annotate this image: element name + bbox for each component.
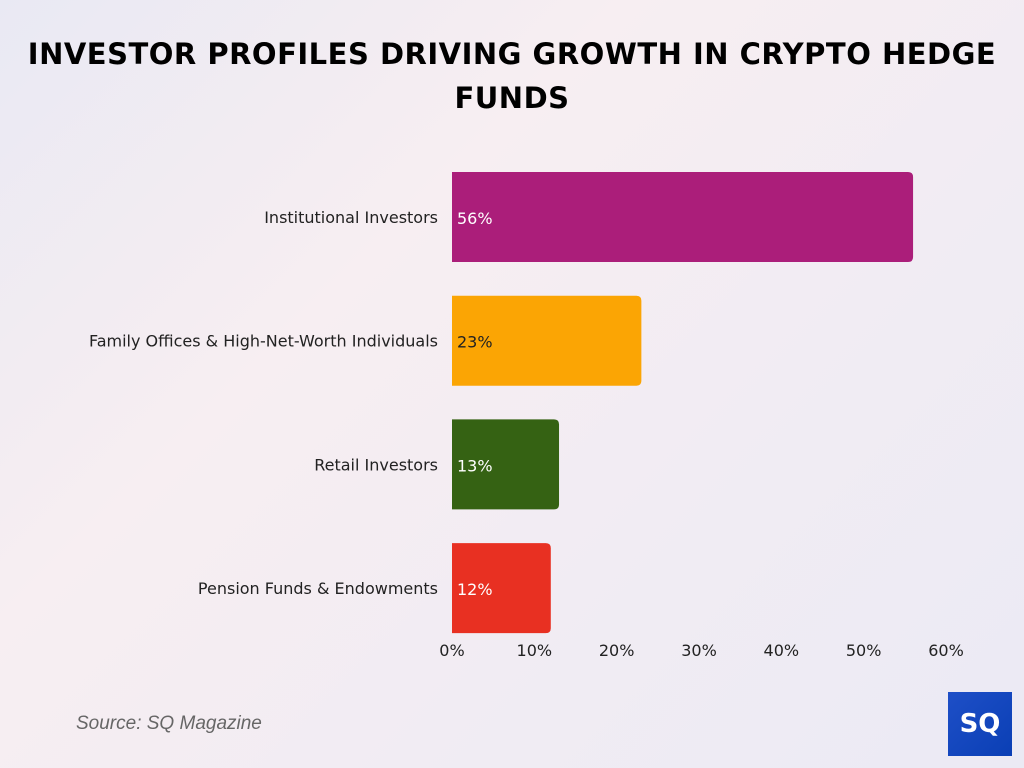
category-label: Retail Investors [314,455,438,474]
x-tick-label: 50% [846,641,882,660]
x-tick-label: 60% [928,641,964,660]
category-label: Pension Funds & Endowments [198,579,438,598]
data-label: 13% [457,456,493,475]
data-label: 12% [457,580,493,599]
chart-title: INVESTOR PROFILES DRIVING GROWTH IN CRYP… [27,37,997,115]
x-tick-label: 10% [517,641,553,660]
data-label: 56% [457,209,493,228]
x-tick-label: 20% [599,641,635,660]
bar [452,172,914,262]
category-label: Family Offices & High-Net-Worth Individu… [89,332,438,351]
x-tick-label: 40% [764,641,800,660]
sq-logo: SQ [948,692,1012,756]
x-tick-label: 30% [681,641,717,660]
source-note: Source: SQ Magazine [76,713,262,734]
bar [452,419,560,510]
category-label: Institutional Investors [264,208,438,227]
bar [452,543,551,634]
x-tick-label: 0% [439,641,464,660]
data-label: 23% [457,333,493,352]
bar [452,295,642,386]
